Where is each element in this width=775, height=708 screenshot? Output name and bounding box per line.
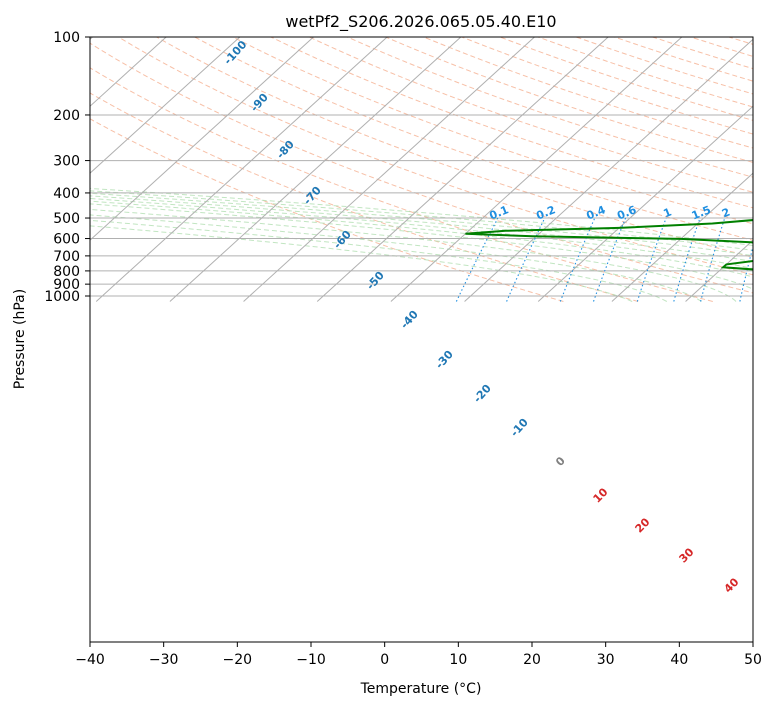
moist-adiabat: [90, 225, 633, 302]
dry-adiabat: [118, 37, 753, 276]
y-tick-label: 1000: [44, 289, 80, 305]
x-tick-label: 20: [523, 652, 541, 668]
moist-adiabat: [90, 208, 737, 302]
theta-e-label: -40: [398, 308, 421, 332]
isotherm: [611, 172, 753, 302]
y-tick-label: 100: [53, 30, 80, 46]
moist-adiabat-label: 0: [553, 454, 568, 469]
x-tick-label: −10: [296, 652, 326, 668]
moist-adiabat: [90, 195, 753, 263]
dry-adiabat: [423, 37, 753, 149]
plot-frame: [89, 36, 754, 643]
dry-adiabat: [308, 37, 753, 193]
moist-adiabats: [90, 187, 753, 302]
isotherm: [316, 37, 609, 302]
mixing-ratio-label: 2: [720, 205, 732, 220]
moist-adiabat-label: 40: [722, 575, 742, 595]
y-tick-label: 500: [53, 211, 80, 227]
y-tick-label: 900: [53, 277, 80, 293]
y-tick-label: 200: [53, 108, 80, 124]
isotherm: [0, 37, 19, 301]
x-axis-ticks: −40 −30 −20 −10 0 10 20 30 40 50: [75, 642, 762, 668]
theta-e-label: -20: [471, 382, 494, 406]
x-tick-label: 0: [380, 652, 389, 668]
y-tick-label: 400: [53, 186, 80, 202]
dry-adiabat: [90, 67, 713, 302]
mixing-ratio-label: 3: [756, 205, 768, 220]
theta-e-label: -30: [433, 348, 456, 372]
line-labels: -100-90-80-70-60-50-40-30-20-100.1 0.2 0.4…: [221, 38, 768, 596]
mixing-ratio-line: [636, 217, 667, 302]
x-tick-label: 30: [597, 652, 615, 668]
mixing-ratio-label: 0.6: [615, 203, 638, 222]
x-tick-label: −30: [149, 652, 179, 668]
moist-adiabat: [90, 200, 753, 278]
isotherm: [537, 105, 753, 302]
theta-e-label: -50: [364, 269, 387, 293]
dry-adiabat: [385, 37, 753, 163]
dry-adiabat: [90, 118, 564, 302]
isotherm: [90, 37, 314, 241]
mixing-ratio-line: [769, 218, 775, 302]
y-tick-label: 600: [53, 232, 80, 248]
mixing-ratio-label: 0.1: [488, 203, 511, 222]
mixing-ratio-line: [592, 217, 627, 302]
y-tick-label: 800: [53, 264, 80, 280]
isotherm: [243, 37, 535, 302]
moist-adiabat-label: 30: [677, 545, 697, 565]
x-tick-label: 40: [670, 652, 688, 668]
mixing-ratio-label: 1.5: [690, 203, 713, 222]
isotherm: [169, 37, 462, 302]
moist-adiabat: [90, 187, 753, 246]
y-tick-label: 700: [53, 249, 80, 265]
isotherm: [90, 37, 241, 174]
moist-adiabat: [90, 197, 753, 270]
isotherm: [90, 37, 167, 107]
moist-adiabat: [90, 190, 753, 251]
dry-adiabats: [90, 37, 775, 302]
moist-adiabat-label: 20: [633, 515, 653, 535]
theta-e-label: -90: [248, 91, 271, 115]
moist-adiabat: [90, 219, 668, 302]
mixing-ratio-line: [506, 217, 546, 302]
theta-e-label: -60: [331, 228, 354, 252]
plot-area: -100-90-80-70-60-50-40-30-20-100.1 0.2 0.4…: [0, 37, 775, 596]
theta-e-label: -80: [274, 138, 297, 162]
mixing-ratio-line: [559, 217, 596, 302]
moist-adiabat-label: 10: [591, 485, 611, 505]
theta-e-label: -10: [508, 416, 531, 440]
mixing-ratio-label: 1: [661, 205, 673, 220]
chart-title: wetPf2_S206.2026.065.05.40.E10: [285, 12, 556, 32]
dry-adiabat: [270, 37, 753, 209]
dry-adiabat: [156, 37, 753, 258]
isotherm: [390, 37, 683, 302]
dry-adiabat: [194, 37, 753, 241]
y-tick-label: 300: [53, 154, 80, 170]
isotherm: [464, 38, 753, 302]
pressure-gridlines: [90, 37, 753, 297]
dry-adiabat: [90, 92, 639, 302]
x-tick-label: 50: [744, 652, 762, 668]
isotherm: [95, 37, 388, 302]
x-tick-label: 10: [449, 652, 467, 668]
x-tick-label: −20: [223, 652, 253, 668]
moist-adiabat: [90, 214, 702, 302]
isotherm: [685, 239, 753, 302]
isotherm: [759, 37, 775, 301]
moist-adiabat: [90, 192, 753, 257]
mixing-ratio-label: 0.4: [584, 203, 607, 222]
x-axis-label: Temperature (°C): [360, 681, 482, 697]
y-axis-label: Pressure (hPa): [12, 289, 28, 389]
x-tick-label: −40: [75, 652, 105, 668]
dry-adiabat: [767, 37, 775, 302]
isotherms: [0, 37, 775, 302]
dry-adiabat: [232, 37, 753, 225]
